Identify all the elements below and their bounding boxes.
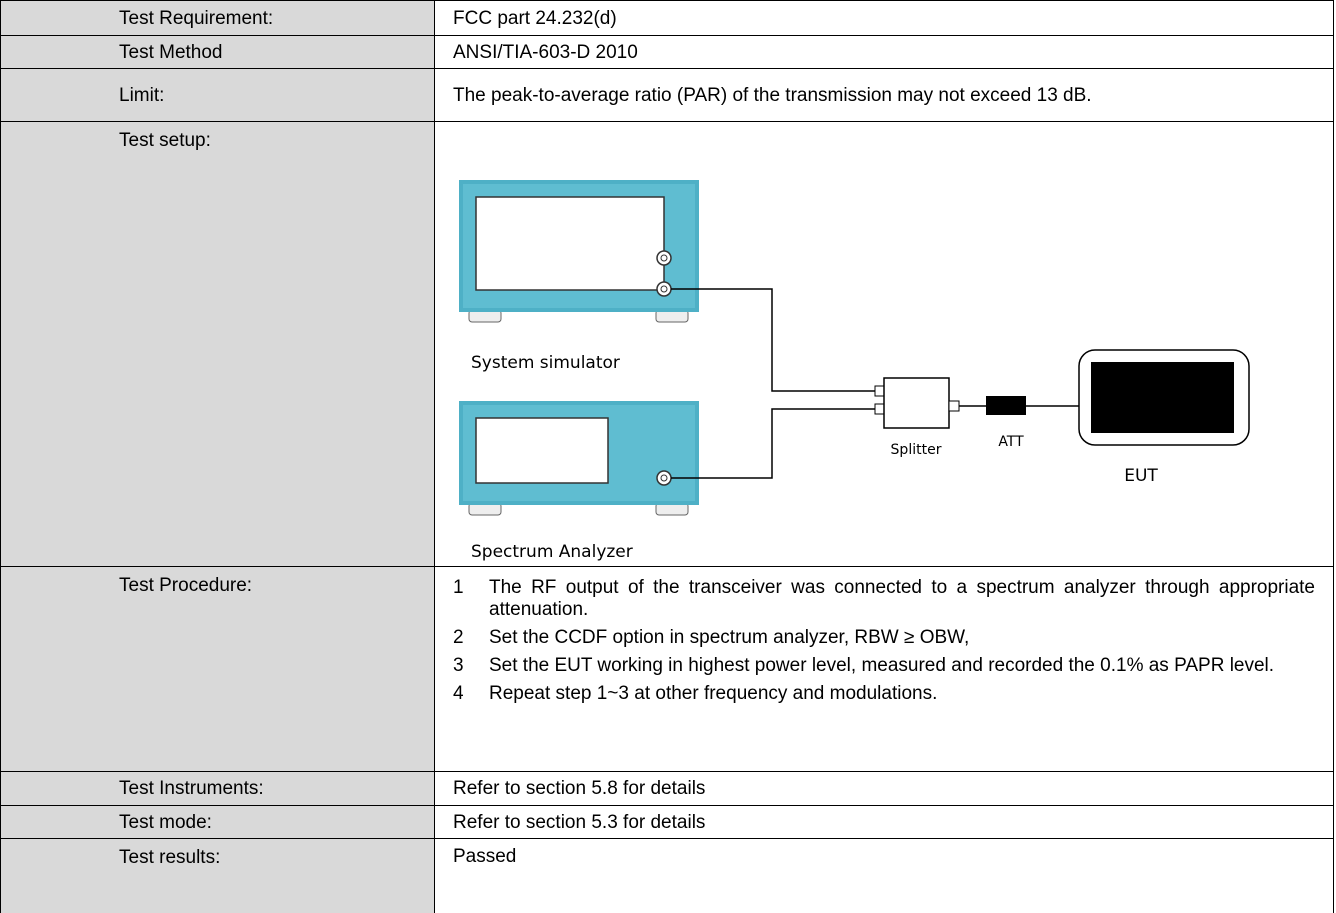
eut-label: EUT [1124,466,1158,486]
step-text: Set the CCDF option in spectrum analyzer… [489,627,970,648]
connector [656,470,672,486]
row-label-cell: Test Procedure: [0,566,435,772]
row-label: Test mode: [119,811,212,833]
row-value: Refer to section 5.8 for details [453,778,706,799]
attenuator [986,396,1026,415]
row-label: Test results: [119,847,221,868]
row-value: The peak-to-average ratio (PAR) of the t… [453,84,1092,106]
row-value: Passed [453,846,517,867]
procedure-step: 3 Set the EUT working in highest power le… [453,655,1315,677]
row-value: ANSI/TIA-603-D 2010 [453,41,638,63]
row-value-cell: FCC part 24.232(d) [434,0,1334,36]
row-value: Refer to section 5.3 for details [453,811,706,833]
row-label-cell: Test Instruments: [0,771,435,806]
row-label: Test Requirement: [119,7,274,29]
setup-diagram: System simulator Spectrum Analyzer Splitte… [459,180,1250,562]
step-number: 3 [453,655,464,676]
cable [671,288,875,392]
row-value-cell: Refer to section 5.8 for details [434,771,1334,806]
step-text: Set the EUT working in highest power lev… [489,655,1275,676]
row-label: Test Instruments: [119,778,264,799]
splitter-port [874,385,885,397]
row-label-cell: Test Requirement: [0,0,435,36]
simulator-label: System simulator [471,353,620,373]
system-simulator-screen [475,196,665,291]
row-value-cell: ANSI/TIA-603-D 2010 [434,35,1334,69]
row-label: Test Method [119,41,223,63]
row-label-cell: Test setup: [0,121,435,567]
row-label-cell: Test Method [0,35,435,69]
splitter-port [874,403,885,415]
connector [656,281,672,297]
row-label: Limit: [119,84,165,106]
att-label: ATT [998,434,1024,450]
row-label-cell: Test results: [0,838,435,913]
step-text: Repeat step 1~3 at other frequency and m… [489,683,938,704]
row-value-cell: The peak-to-average ratio (PAR) of the t… [434,68,1334,122]
cable [671,408,875,479]
procedure-step: 1 The RF output of the transceiver was co… [453,577,1315,621]
row-label: Test setup: [119,130,211,151]
row-value-cell: Refer to section 5.3 for details [434,805,1334,839]
row-label: Test Procedure: [119,575,253,596]
eut-screen [1091,362,1234,433]
connector [656,250,672,266]
row-value-cell: System simulator Spectrum Analyzer Splitte… [434,121,1334,567]
row-label-cell: Limit: [0,68,435,122]
row-label-cell: Test mode: [0,805,435,839]
row-value-cell: 1 The RF output of the transceiver was co… [434,566,1334,772]
spectrum-analyzer-screen [475,417,609,484]
row-value: FCC part 24.232(d) [453,7,617,29]
step-number: 4 [453,683,464,704]
analyzer-label: Spectrum Analyzer [471,542,633,562]
step-text: The RF output of the transceiver was con… [489,577,1315,620]
splitter [883,377,950,429]
procedure-step: 4 Repeat step 1~3 at other frequency and … [453,683,1315,705]
procedure-step: 2 Set the CCDF option in spectrum analyze… [453,627,1315,649]
step-number: 2 [453,627,464,648]
row-value-cell: Passed [434,838,1334,913]
connector [660,285,668,293]
step-number: 1 [453,577,464,598]
connector [660,474,668,482]
splitter-port [948,400,960,412]
splitter-label: Splitter [891,442,942,458]
connector [660,254,668,262]
